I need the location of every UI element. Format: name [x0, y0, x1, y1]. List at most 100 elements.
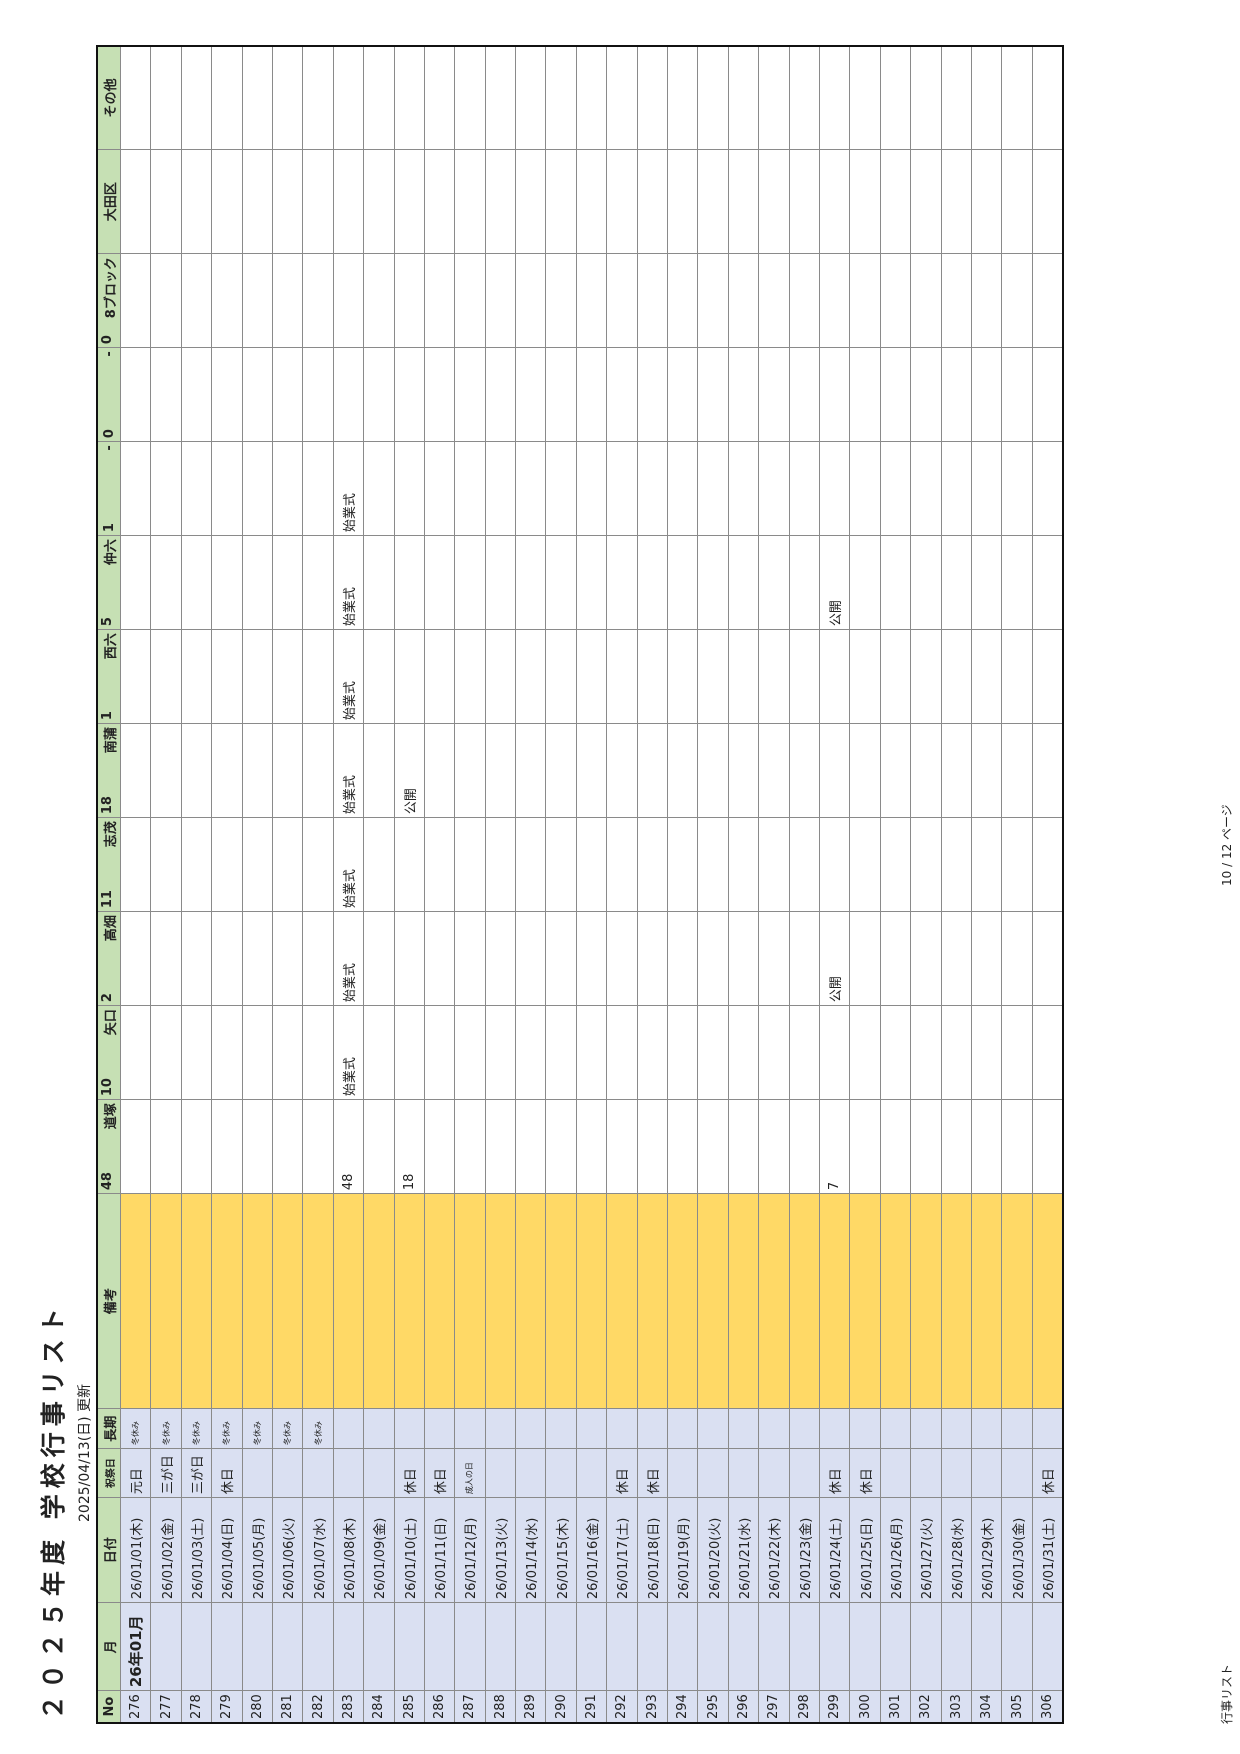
cell-school-event	[272, 535, 303, 630]
cell-month	[424, 1602, 455, 1691]
cell-school-event	[454, 535, 486, 630]
cell-no: 284	[363, 1690, 395, 1723]
cell-holiday: 休日	[1032, 1448, 1064, 1498]
cell-school-event	[941, 629, 972, 724]
cell-note	[242, 1193, 273, 1409]
cell-school-event	[302, 723, 334, 818]
cell-school-event	[272, 347, 303, 442]
cell-school-event	[363, 723, 395, 818]
cell-school-event	[758, 1099, 790, 1194]
cell-school-event	[697, 629, 729, 724]
cell-longbreak	[971, 1408, 1002, 1449]
cell-longbreak	[545, 1408, 577, 1449]
cell-school-event	[789, 629, 820, 724]
cell-school-event	[545, 347, 577, 442]
cell-school-event	[789, 1099, 820, 1194]
cell-school-event: 始業式	[333, 817, 364, 912]
cell-longbreak	[728, 1408, 759, 1449]
cell-school-event	[667, 911, 698, 1006]
cell-school-event	[728, 253, 759, 348]
cell-school-event	[1032, 817, 1064, 912]
cell-school-event	[880, 629, 911, 724]
cell-school-event	[242, 347, 273, 442]
cell-note	[272, 1193, 303, 1409]
cell-school-event	[576, 1099, 607, 1194]
cell-school-event	[363, 535, 395, 630]
cell-longbreak	[819, 1408, 850, 1449]
cell-holiday	[333, 1448, 364, 1498]
cell-school-event	[697, 911, 729, 1006]
cell-school-event	[910, 149, 942, 254]
cell-note	[606, 1193, 638, 1409]
cell-school-event	[211, 723, 243, 818]
cell-month	[697, 1602, 729, 1691]
cell-school-event	[819, 253, 850, 348]
cell-school-event	[211, 347, 243, 442]
cell-no: 306	[1032, 1690, 1064, 1723]
cell-school-event	[363, 817, 395, 912]
cell-school-event	[515, 441, 546, 536]
cell-date: 26/01/16(金)	[576, 1497, 607, 1603]
cell-school-event	[667, 347, 698, 442]
cell-school-event	[515, 1099, 546, 1194]
cell-school-event	[697, 1099, 729, 1194]
cell-school-event	[302, 149, 334, 254]
cell-holiday: 休日	[211, 1448, 243, 1498]
cell-school-event	[242, 817, 273, 912]
cell-school-event	[363, 347, 395, 442]
cell-no: 287	[454, 1690, 486, 1723]
cell-school-event	[1032, 1005, 1064, 1100]
cell-school-event	[333, 45, 364, 150]
cell-month	[485, 1602, 516, 1691]
table-row: 292 26/01/17(土) 休日	[606, 45, 638, 1723]
cell-school-event	[849, 1099, 881, 1194]
cell-no: 288	[485, 1690, 516, 1723]
cell-school-event	[272, 629, 303, 724]
cell-school-event	[424, 149, 455, 254]
cell-school-event	[576, 441, 607, 536]
cell-holiday	[697, 1448, 729, 1498]
cell-school-event	[789, 723, 820, 818]
cell-school-event	[545, 723, 577, 818]
cell-school-event	[758, 723, 790, 818]
cell-school-event	[181, 1099, 212, 1194]
cell-holiday	[515, 1448, 546, 1498]
cell-school-event	[211, 149, 243, 254]
cell-school-event	[363, 911, 395, 1006]
cell-no: 290	[545, 1690, 577, 1723]
cell-school-event	[971, 347, 1002, 442]
cell-school-event	[424, 1005, 455, 1100]
cell-school-event	[758, 347, 790, 442]
cell-holiday	[272, 1448, 303, 1498]
cell-holiday: 休日	[819, 1448, 850, 1498]
cell-school-event	[150, 723, 182, 818]
table-row: 280 26/01/05(月) 冬休み	[242, 45, 273, 1723]
cell-holiday	[545, 1448, 577, 1498]
table-row: 295 26/01/20(火)	[697, 45, 729, 1723]
cell-school-event	[1001, 347, 1033, 442]
cell-school-event	[394, 817, 425, 912]
cell-school-event	[485, 347, 516, 442]
cell-school-event	[880, 723, 911, 818]
cell-school-event	[211, 535, 243, 630]
cell-school-event	[880, 347, 911, 442]
cell-school-event	[150, 629, 182, 724]
cell-school-event	[910, 441, 942, 536]
cell-note	[424, 1193, 455, 1409]
cell-school-event	[272, 911, 303, 1006]
cell-longbreak	[424, 1408, 455, 1449]
cell-longbreak: 冬休み	[150, 1408, 182, 1449]
cell-school-event	[515, 911, 546, 1006]
cell-no: 297	[758, 1690, 790, 1723]
cell-school-event	[150, 45, 182, 150]
cell-school-event	[910, 1005, 942, 1100]
cell-no: 299	[819, 1690, 850, 1723]
cell-no: 283	[333, 1690, 364, 1723]
cell-school-event	[637, 441, 668, 536]
cell-note	[515, 1193, 546, 1409]
table-row: 276 26年01月 26/01/01(木) 元日 冬休み	[120, 45, 151, 1723]
cell-school-event: 公開	[819, 911, 850, 1006]
header-holiday: 祝祭日	[97, 1448, 121, 1498]
cell-school-event	[424, 723, 455, 818]
cell-school-event	[363, 441, 395, 536]
